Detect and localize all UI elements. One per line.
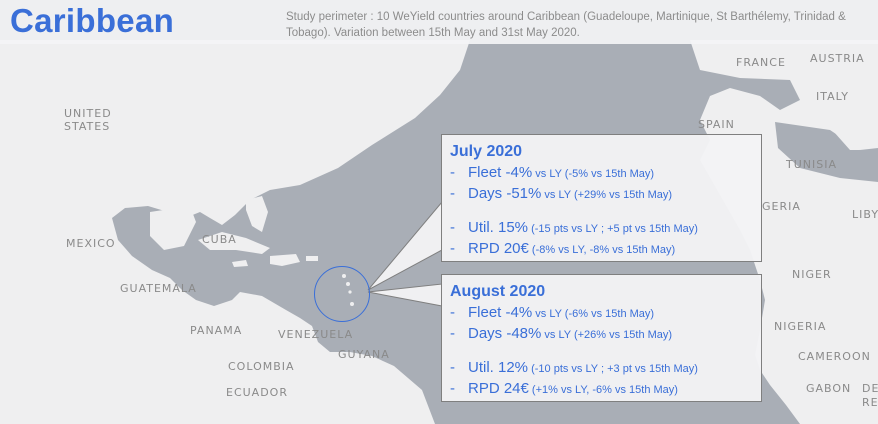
july-title: July 2020: [450, 143, 523, 160]
map-label-united-states-2: STATES: [64, 120, 111, 133]
map-label-guatemala: GUATEMALA: [120, 282, 197, 295]
july-fleet-main: Fleet -4%: [468, 164, 533, 181]
august-fleet-row: - Fleet -4% vs LY (-6% vs 15th May): [450, 304, 655, 321]
map-label-ecuador: ECUADOR: [226, 386, 288, 399]
map-label-cuba: CUBA: [202, 233, 237, 246]
july-util-row: - Util. 15% (-15 pts vs LY ; +5 pt vs 15t…: [450, 219, 698, 236]
august-days-main: Days -48%: [468, 325, 542, 342]
july-days-row: - Days -51% vs LY (+29% vs 15th May): [450, 185, 673, 202]
map-label-algeria: GERIA: [762, 200, 801, 213]
july-fleet-row: - Fleet -4% vs LY (-5% vs 15th May): [450, 164, 655, 181]
august-fleet-detail: vs LY (-6% vs 15th May): [532, 308, 655, 320]
august-fleet-main: Fleet -4%: [468, 304, 533, 321]
map-label-tunisia: TUNISIA: [786, 158, 837, 171]
august-rpd-detail: (+1% vs LY, -6% vs 15th May): [528, 384, 678, 396]
july-summary-box: July 2020 - Fleet -4% vs LY (-5% vs 15th …: [441, 134, 762, 262]
july-fleet-detail: vs LY (-5% vs 15th May): [532, 168, 655, 180]
mediterranean-sea: [775, 122, 878, 182]
map-label-gabon: GABON: [806, 382, 852, 395]
july-days-main: Days -51%: [468, 185, 542, 202]
map-label-italy: ITALY: [816, 90, 850, 103]
august-util-row: - Util. 12% (-10 pts vs LY ; +3 pt vs 15t…: [450, 359, 698, 376]
july-days-detail: vs LY (+29% vs 15th May): [541, 189, 673, 201]
july-util-main: Util. 15%: [468, 219, 529, 236]
map-label-united-states-1: UNITED: [64, 107, 112, 120]
hispaniola-land: [270, 254, 300, 266]
page-subtitle: Study perimeter : 10 WeYield countries a…: [286, 11, 846, 39]
map-label-libya: LIBY: [852, 208, 878, 221]
map-label-spain: SPAIN: [698, 118, 735, 131]
august-rpd-row: - RPD 24€ (+1% vs LY, -6% vs 15th May): [450, 380, 678, 397]
header-band: Caribbean Study perimeter : 10 WeYield c…: [0, 0, 878, 44]
august-days-detail: vs LY (+26% vs 15th May): [541, 329, 673, 341]
map-label-mexico: MEXICO: [66, 237, 116, 250]
page-title: Caribbean: [10, 2, 175, 39]
north-america-land: [0, 40, 470, 424]
cuba-land: [198, 232, 270, 254]
region-highlight-circle: [314, 266, 370, 322]
jamaica-land: [232, 260, 248, 267]
map-label-nigeria: NIGERIA: [774, 320, 827, 333]
map-label-congo-1: DE: [862, 382, 878, 395]
july-rpd-main: RPD 20€: [468, 240, 529, 257]
map-label-niger: NIGER: [792, 268, 832, 281]
map-label-france: FRANCE: [736, 56, 786, 69]
july-rpd-row: - RPD 20€ (-8% vs LY, -8% vs 15th May): [450, 240, 676, 257]
puerto-rico-land: [306, 256, 318, 261]
map-label-colombia: COLOMBIA: [228, 360, 295, 373]
august-summary-box: August 2020 - Fleet -4% vs LY (-6% vs 15t…: [441, 274, 762, 402]
map-label-austria: AUSTRIA: [810, 52, 865, 65]
august-rpd-main: RPD 24€: [468, 380, 529, 397]
italy-land: [812, 100, 860, 150]
map-label-panama: PANAMA: [190, 324, 243, 337]
map-label-congo-2: RE: [862, 396, 878, 409]
yucatan-land: [150, 206, 196, 250]
map-label-guyana: GUYANA: [338, 348, 390, 361]
july-util-detail: (-15 pts vs LY ; +5 pt vs 15th May): [528, 223, 698, 235]
florida-land: [246, 196, 268, 232]
map-label-cameroon: CAMEROON: [798, 350, 871, 363]
july-rpd-detail: (-8% vs LY, -8% vs 15th May): [528, 244, 676, 256]
map-label-venezuela: VENEZUELA: [278, 328, 354, 341]
august-util-main: Util. 12%: [468, 359, 529, 376]
august-title: August 2020: [450, 283, 546, 300]
august-util-detail: (-10 pts vs LY ; +3 pt vs 15th May): [528, 363, 698, 375]
august-days-row: - Days -48% vs LY (+26% vs 15th May): [450, 325, 673, 342]
